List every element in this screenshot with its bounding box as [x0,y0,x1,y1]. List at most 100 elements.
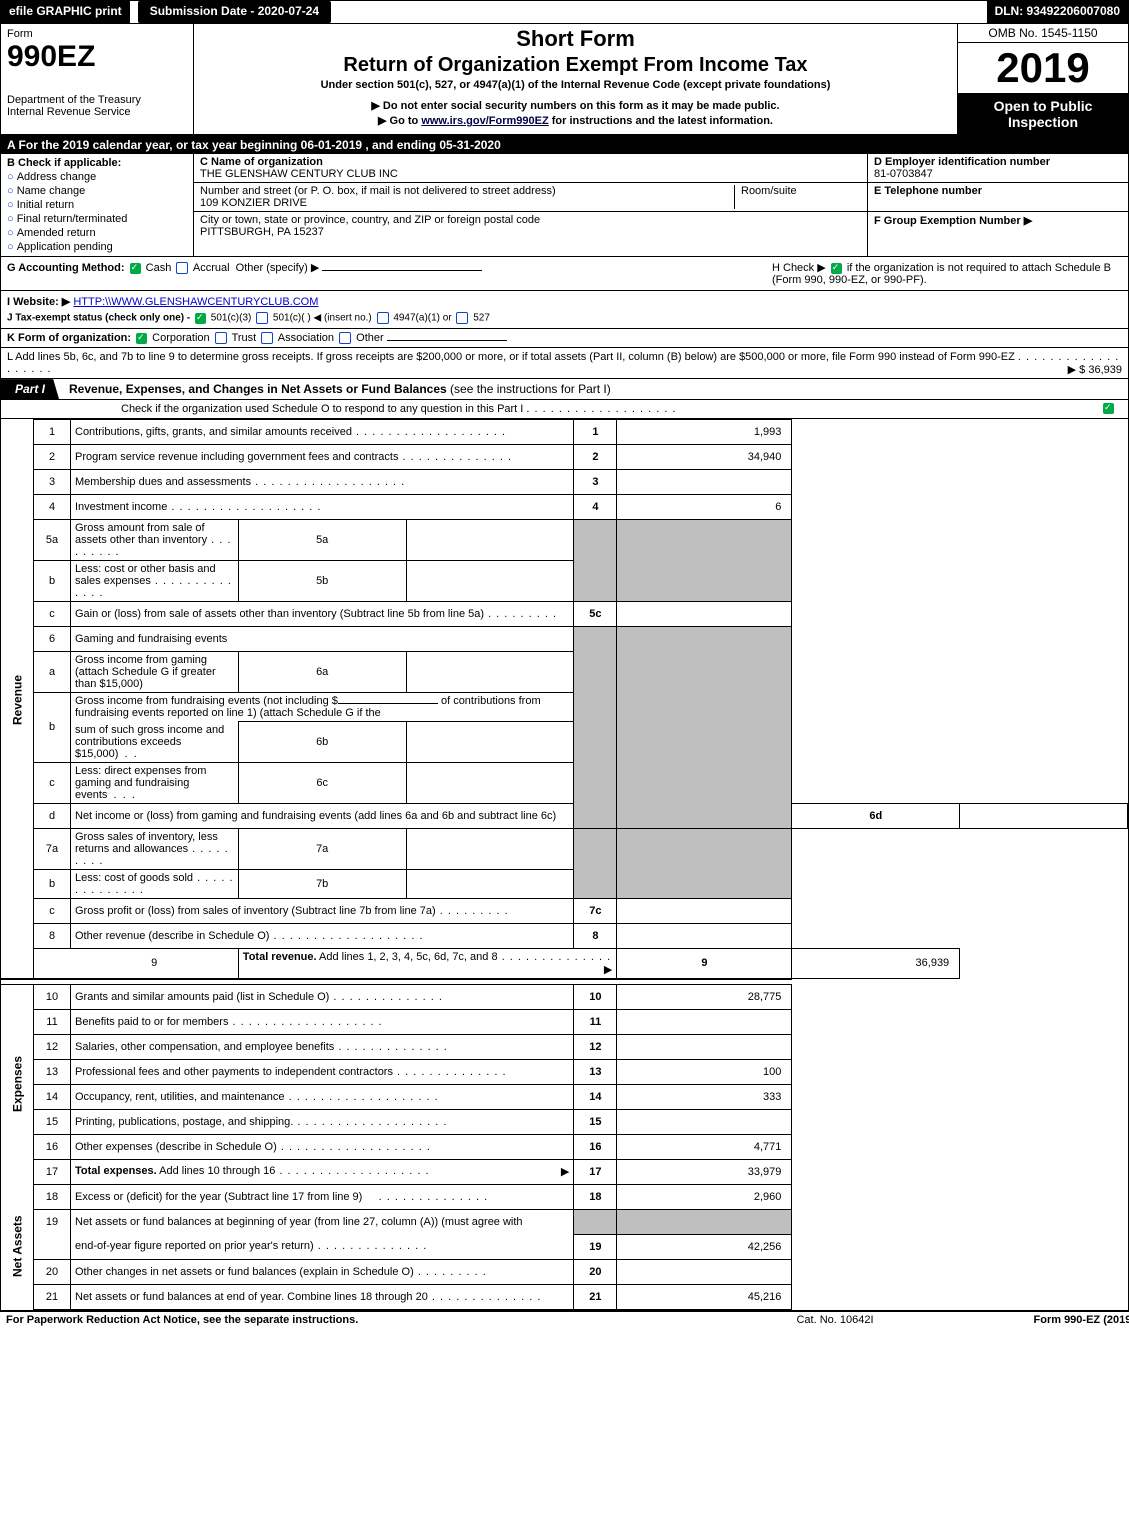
j-4947-checkbox[interactable] [377,312,389,324]
other-specify-line[interactable] [322,270,482,271]
line-7ab-grey [574,828,617,898]
line-7c-colno: 7c [574,898,617,923]
opt-initial-return[interactable]: Initial return [7,199,187,211]
part1-schedule-o-checkbox[interactable] [1103,403,1114,414]
j-label: J Tax-exempt status (check only one) - [7,313,190,324]
k-corp-checkbox[interactable] [136,333,147,344]
part1-table: Revenue 1 Contributions, gifts, grants, … [1,419,1128,1310]
topbar-spacer [331,1,986,23]
opt-final-return[interactable]: Final return/terminated [7,213,187,225]
org-name: THE GLENSHAW CENTURY CLUB INC [200,168,398,180]
part1-check-text: Check if the organization used Schedule … [121,403,523,415]
cash-checkbox[interactable] [130,263,141,274]
efile-label: efile GRAPHIC print [1,1,130,23]
line-14-no: 14 [34,1084,71,1109]
line-5a-mini: 5a [238,520,406,561]
j-501c3: 501(c)(3) [211,313,252,324]
k-other-line[interactable] [387,340,507,341]
row-l: L Add lines 5b, 6c, and 7b to line 9 to … [1,348,1128,379]
paperwork-notice: For Paperwork Reduction Act Notice, see … [6,1314,735,1326]
j-501c-checkbox[interactable] [256,312,268,324]
line-7ab-greyval [617,828,792,898]
line-2-no: 2 [34,445,71,470]
line-10-no: 10 [34,984,71,1009]
line-18-colno: 18 [574,1184,617,1209]
j-501c: 501(c)( ) [273,313,311,324]
line-15-val [617,1109,792,1134]
k-assoc-checkbox[interactable] [261,332,273,344]
line-1-val: 1,993 [617,420,792,445]
line-5ab-grey [574,520,617,602]
room-suite-label: Room/suite [734,185,861,209]
line-6d-no: d [34,803,71,828]
form-990ez-page: efile GRAPHIC print Submission Date - 20… [0,0,1129,1311]
line-13-desc: Professional fees and other payments to … [71,1059,574,1084]
line-14-val: 333 [617,1084,792,1109]
line-15-desc: Printing, publications, postage, and shi… [71,1109,574,1134]
line-4-desc: Investment income [71,495,574,520]
row-gh: G Accounting Method: Cash Accrual Other … [1,257,1128,291]
accrual-checkbox[interactable] [176,262,188,274]
line-7b-desc: Less: cost of goods sold [71,869,239,898]
line-8-no: 8 [34,923,71,948]
line-5b-desc: Less: cost or other basis and sales expe… [71,561,239,602]
line-9-desc: Total revenue. Add lines 1, 2, 3, 4, 5c,… [238,948,617,979]
submission-date: Submission Date - 2020-07-24 [138,1,331,23]
opt-application-pending[interactable]: Application pending [7,241,187,253]
j-501c3-checkbox[interactable] [195,313,206,324]
opt-amended-return[interactable]: Amended return [7,227,187,239]
line-19-greyval [617,1209,792,1234]
line-15-colno: 15 [574,1109,617,1134]
opt-name-change[interactable]: Name change [7,185,187,197]
org-name-row: C Name of organization THE GLENSHAW CENT… [194,154,867,183]
line-10-colno: 10 [574,984,617,1009]
website-url[interactable]: HTTP:\\WWW.GLENSHAWCENTURYCLUB.COM [73,296,318,308]
line-7b-mini: 7b [238,869,406,898]
line-9-val: 36,939 [792,948,960,979]
line-17-no: 17 [34,1159,71,1184]
b-title-text: B Check if applicable: [7,157,121,169]
info-block-bcd: B Check if applicable: Address change Na… [1,154,1128,257]
k-trust: Trust [232,332,257,344]
line-13-no: 13 [34,1059,71,1084]
open-to-public: Open to Public Inspection [958,94,1128,134]
line-5c-val [617,602,792,627]
line-11-val [617,1009,792,1034]
return-title: Return of Organization Exempt From Incom… [200,54,951,77]
g-label: G Accounting Method: [7,262,125,274]
street-address: 109 KONZIER DRIVE [200,197,307,209]
line-17-val: 33,979 [617,1159,792,1184]
opt-address-change[interactable]: Address change [7,171,187,183]
line-11-colno: 11 [574,1009,617,1034]
k-other-checkbox[interactable] [339,332,351,344]
k-corp: Corporation [152,332,209,344]
c-name-label: C Name of organization [200,156,323,168]
line-12-val [617,1034,792,1059]
line-19-grey [574,1209,617,1234]
line-7b-no: b [34,869,71,898]
k-trust-checkbox[interactable] [215,332,227,344]
line-10-desc: Grants and similar amounts paid (list in… [71,984,574,1009]
line-6b-blank[interactable] [338,703,438,704]
line-2-colno: 2 [574,445,617,470]
line-6-desc: Gaming and fundraising events [71,627,574,652]
form-word: Form [7,28,187,40]
line-18-no: 18 [34,1184,71,1209]
line-3-no: 3 [34,470,71,495]
column-d: D Employer identification number 81-0703… [867,154,1128,256]
header-center: Short Form Return of Organization Exempt… [194,24,957,134]
addr-label: Number and street (or P. O. box, if mail… [200,185,556,197]
line-5b-mini: 5b [238,561,406,602]
line-18-val: 2,960 [617,1184,792,1209]
line-5ab-greyval [617,520,792,602]
header-right: OMB No. 1545-1150 2019 Open to Public In… [957,24,1128,134]
header-left: Form 990EZ Department of the Treasury In… [1,24,194,134]
netassets-vtab: Net Assets [1,1184,34,1309]
irs-link[interactable]: www.irs.gov/Form990EZ [421,115,548,127]
line-5b-no: b [34,561,71,602]
line-6d-colno: 6d [792,803,960,828]
expenses-vtab: Expenses [1,984,34,1184]
line-21-no: 21 [34,1284,71,1309]
h-checkbox[interactable] [831,263,842,274]
j-527-checkbox[interactable] [456,312,468,324]
